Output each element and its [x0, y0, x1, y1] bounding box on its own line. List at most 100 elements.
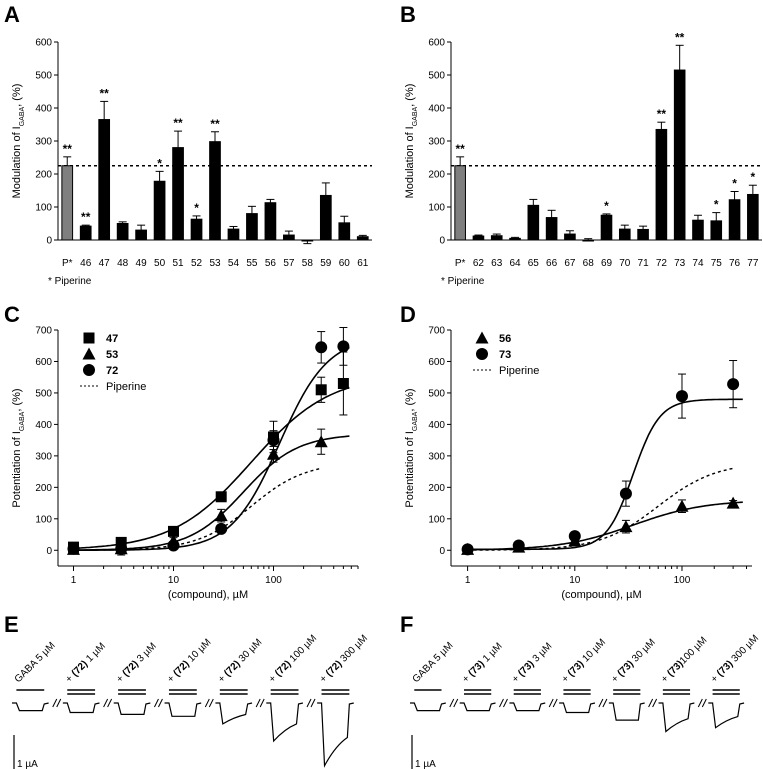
x-tick-label: 77	[747, 258, 759, 269]
x-tick-label: 69	[601, 258, 613, 269]
x-tick-label: 66	[546, 258, 558, 269]
legend-label: 73	[499, 349, 511, 361]
significance-label: *	[732, 176, 737, 190]
break-mark	[306, 698, 312, 708]
significance-label: **	[675, 30, 685, 44]
break-mark	[701, 698, 707, 708]
significance-label: *	[604, 199, 609, 213]
bar-77	[747, 193, 759, 241]
bar-48	[116, 223, 129, 241]
break-mark	[499, 698, 504, 708]
condition-label: + (72) 30 µM	[216, 637, 264, 685]
condition-label: + (73) 1 µM	[460, 641, 504, 685]
x-tick-label: 1	[465, 575, 471, 586]
x-tick-label: 1	[71, 575, 77, 586]
break-mark	[154, 698, 159, 708]
condition-label: + (72) 300 µM	[318, 633, 370, 685]
y-tick-label: 500	[428, 388, 445, 399]
x-tick-label: 56	[265, 258, 277, 269]
current-trace	[12, 702, 49, 712]
panel-letter-B: B	[400, 2, 416, 27]
break-mark	[697, 698, 703, 708]
bar-63	[490, 235, 503, 241]
bar-72	[655, 128, 668, 241]
bar-53	[209, 141, 221, 241]
x-axis-label: (compound), µM	[561, 589, 641, 601]
legend-label: 72	[106, 365, 118, 377]
condition-label: + (72) 1 µM	[64, 641, 108, 685]
x-tick-label: 62	[473, 258, 485, 269]
bar-71	[637, 228, 649, 241]
y-tick-label: 200	[35, 170, 52, 181]
panel-letter-F: F	[400, 612, 413, 637]
break-mark	[548, 698, 554, 708]
significance-label: **	[63, 142, 73, 156]
marker-square	[215, 491, 227, 503]
marker-circle	[619, 487, 632, 500]
x-tick-label: 73	[674, 258, 686, 269]
x-tick-label: 57	[283, 258, 295, 269]
condition-label: + (73) 3 µM	[510, 641, 554, 685]
condition-label: + (72) 3 µM	[114, 641, 158, 685]
break-mark	[598, 698, 604, 708]
current-trace	[317, 702, 354, 768]
x-tick-label: 100	[674, 575, 691, 586]
x-tick-label: 49	[136, 258, 148, 269]
bar-P*	[61, 165, 74, 241]
panel-letter-D: D	[400, 302, 416, 327]
x-tick-label: 10	[168, 575, 180, 586]
bar-64	[509, 237, 521, 241]
x-tick-label: 53	[209, 258, 221, 269]
bar-46	[79, 225, 92, 241]
significance-label: **	[100, 86, 110, 100]
break-mark	[648, 698, 654, 708]
marker-triangle	[314, 435, 328, 448]
y-tick-label: 500	[428, 71, 445, 82]
condition-label: + (73) 10 µM	[560, 637, 608, 685]
bar-75	[710, 220, 723, 241]
legend-label: Piperine	[106, 381, 146, 393]
y-tick-label: 0	[46, 546, 52, 557]
break-mark	[310, 698, 316, 708]
fit-curve-47	[73, 386, 350, 550]
x-tick-label: 63	[491, 258, 503, 269]
bar-50	[153, 180, 166, 241]
trace-panel-F: GABA 5 µM + (73) 1 µM+ (73) 3 µM+ (73) 10…	[410, 633, 761, 769]
scale-current-label: 1 µA	[415, 759, 436, 769]
y-tick-label: 0	[439, 236, 445, 247]
y-tick-label: 400	[428, 104, 445, 115]
current-trace	[608, 702, 645, 721]
significance-label: **	[81, 210, 91, 224]
bar-76	[728, 199, 741, 241]
significance-label: *	[194, 201, 199, 215]
legend-label: Piperine	[499, 365, 539, 377]
break-mark	[259, 698, 265, 708]
marker-triangle	[82, 347, 96, 360]
bar-54	[227, 228, 240, 241]
current-trace	[215, 702, 253, 725]
y-tick-label: 300	[428, 451, 445, 462]
marker-triangle	[475, 331, 489, 344]
x-tick-label: 50	[154, 258, 166, 269]
break-mark	[52, 698, 58, 708]
marker-circle	[167, 539, 180, 552]
current-trace	[559, 702, 596, 714]
marker-circle	[476, 348, 488, 360]
x-tick-label: 72	[656, 258, 668, 269]
marker-circle	[337, 340, 350, 353]
significance-label: *	[751, 170, 756, 184]
y-tick-label: 400	[35, 420, 52, 431]
x-tick-label: 71	[638, 258, 650, 269]
footnote: * Piperine	[48, 276, 92, 287]
y-tick-label: 500	[35, 71, 52, 82]
current-trace	[658, 702, 695, 733]
y-axis-label: Modulation of IGABA, (%)	[404, 84, 419, 199]
trace-panel-E: GABA 5 µM + (72) 1 µM+ (72) 3 µM+ (72) 10…	[12, 633, 370, 769]
bar-70	[618, 228, 631, 241]
x-tick-label: P*	[455, 258, 466, 269]
x-tick-label: 10	[569, 575, 581, 586]
y-tick-label: 400	[35, 104, 52, 115]
marker-circle	[568, 530, 581, 543]
y-tick-label: 700	[35, 326, 52, 337]
